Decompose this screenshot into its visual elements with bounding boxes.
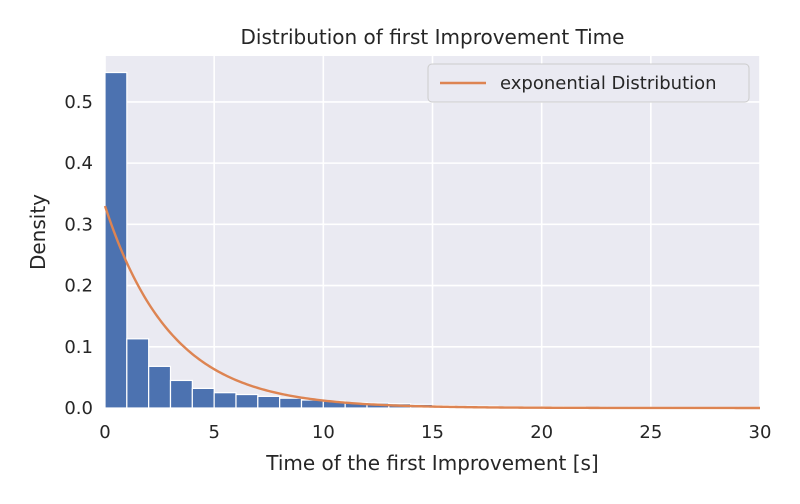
y-tick-label: 0.3 xyxy=(64,214,93,235)
y-axis-label: Density xyxy=(26,194,50,270)
x-tick-label: 30 xyxy=(749,422,772,443)
x-tick-label: 0 xyxy=(99,422,110,443)
legend-box xyxy=(427,63,750,103)
histogram-bar xyxy=(279,397,303,409)
chart-title: Distribution of first Improvement Time xyxy=(241,25,625,49)
y-tick-label: 0.2 xyxy=(64,276,93,297)
y-tick-label: 0.1 xyxy=(64,337,93,358)
legend: exponential Distribution xyxy=(427,63,750,103)
legend-label: exponential Distribution xyxy=(500,73,717,94)
histogram-bar xyxy=(104,71,128,409)
y-tick-label: 0.4 xyxy=(64,153,93,174)
histogram-bar xyxy=(191,387,215,409)
series-lines xyxy=(103,205,760,410)
x-tick-label: 15 xyxy=(421,422,444,443)
histogram-bar xyxy=(213,392,237,409)
histogram-bar xyxy=(257,395,281,409)
histogram-bar xyxy=(235,393,259,409)
y-tick-label: 0.0 xyxy=(64,398,93,419)
histogram-bar xyxy=(126,338,150,409)
x-tick-label: 5 xyxy=(208,422,219,443)
histogram-bar xyxy=(169,379,193,409)
histogram-bar xyxy=(148,365,172,409)
x-tick-label: 20 xyxy=(530,422,553,443)
x-tick-label: 25 xyxy=(639,422,662,443)
tick-labels: 0 5 10 15 20 25 30 0.0 0.1 0.2 0.3 0.4 0.5 xyxy=(64,92,771,443)
y-tick-label: 0.5 xyxy=(64,92,93,113)
series-line-exponential xyxy=(103,205,760,410)
x-axis-label: Time of the first Improvement [s] xyxy=(265,451,598,475)
x-tick-label: 10 xyxy=(312,422,335,443)
